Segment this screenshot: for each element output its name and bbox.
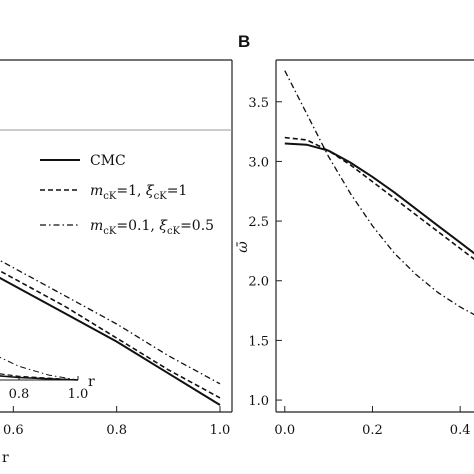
panel-a-x-axis-label: r xyxy=(2,450,9,466)
panel-b-y-tick-label: 3.5 xyxy=(248,96,269,111)
panel-a-inset: 0.8 1.0 xyxy=(0,356,89,402)
panel-b-y-axis-label: ω̄ xyxy=(235,241,251,253)
legend: CMC mcK=1, ξcK=1 mcK=0.1, ξcK=0.5 xyxy=(40,153,214,237)
legend-dashed-m: m xyxy=(90,183,103,199)
panel-b-ticks: 1.0 1.5 2.0 2.5 3.0 3.5 0.0 0.2 0.4 xyxy=(248,96,470,438)
legend-dashdot-m: m xyxy=(90,218,103,234)
inset-series-dashed xyxy=(0,373,79,381)
legend-dashdot-sub1: cK xyxy=(103,226,117,237)
panel-b-y-tick-label: 2.0 xyxy=(248,275,269,290)
panel-b-series xyxy=(284,70,474,316)
panel-b-x-tick-label: 0.2 xyxy=(362,423,383,438)
legend-dashed-sub1: cK xyxy=(103,191,117,202)
panel-a-series-dashdot xyxy=(0,259,221,385)
legend-label-dashdot: mcK=0.1, ξcK=0.5 xyxy=(90,218,214,237)
panel-b-x-tick-label: 0.0 xyxy=(274,423,295,438)
panel-b-series-solid xyxy=(284,142,474,255)
legend-dashdot-end: =0.5 xyxy=(180,218,214,234)
legend-label-dashed: mcK=1, ξcK=1 xyxy=(90,183,187,202)
legend-label-cmc: CMC xyxy=(90,153,126,169)
panel-b-series-dashed xyxy=(284,136,474,261)
panel-a-series-dashed xyxy=(0,270,221,399)
panel-a-x-tick-label: 0.8 xyxy=(106,423,127,438)
panel-a-x-tick-label: 0.6 xyxy=(3,423,24,438)
panel-b-y-tick-label: 1.5 xyxy=(248,334,269,349)
legend-dashed-end: =1 xyxy=(167,183,188,199)
panel-a-series xyxy=(0,259,221,406)
legend-dashed-xi: ξ xyxy=(146,183,155,199)
panel-a-x-tick-label: 1.0 xyxy=(210,423,231,438)
inset-series-dashdot xyxy=(0,356,79,381)
legend-dashdot-xi: ξ xyxy=(159,218,168,234)
legend-dashdot-sub2: cK xyxy=(167,226,181,237)
panel-b-y-tick-label: 2.5 xyxy=(248,215,269,230)
panel-a-series-solid xyxy=(0,276,221,406)
inset-x-tick-label: 0.8 xyxy=(9,387,30,402)
legend-dashdot-mid: =0.1, xyxy=(116,218,159,234)
panel-b: 1.0 1.5 2.0 2.5 3.0 3.5 0.0 0.2 0.4 ω̄ xyxy=(235,59,474,438)
inset-x-tick-label: 1.0 xyxy=(68,387,89,402)
panel-b-series-dashdot xyxy=(284,70,474,316)
panel-a-inset-x-axis-label: r xyxy=(88,374,95,390)
legend-dashed-mid: =1, xyxy=(116,183,146,199)
panel-letter-b: B xyxy=(238,32,250,51)
panel-b-y-tick-label: 3.0 xyxy=(248,155,269,170)
panel-a: 0.6 0.8 1.0 0.8 1.0 r r CMC mcK=1, ξcK=1 mc… xyxy=(0,59,233,466)
legend-dashed-sub2: cK xyxy=(154,191,168,202)
panel-b-x-tick-label: 0.4 xyxy=(450,423,471,438)
panel-b-y-tick-label: 1.0 xyxy=(248,394,269,409)
panel-a-x-ticks: 0.6 0.8 1.0 xyxy=(3,406,230,438)
